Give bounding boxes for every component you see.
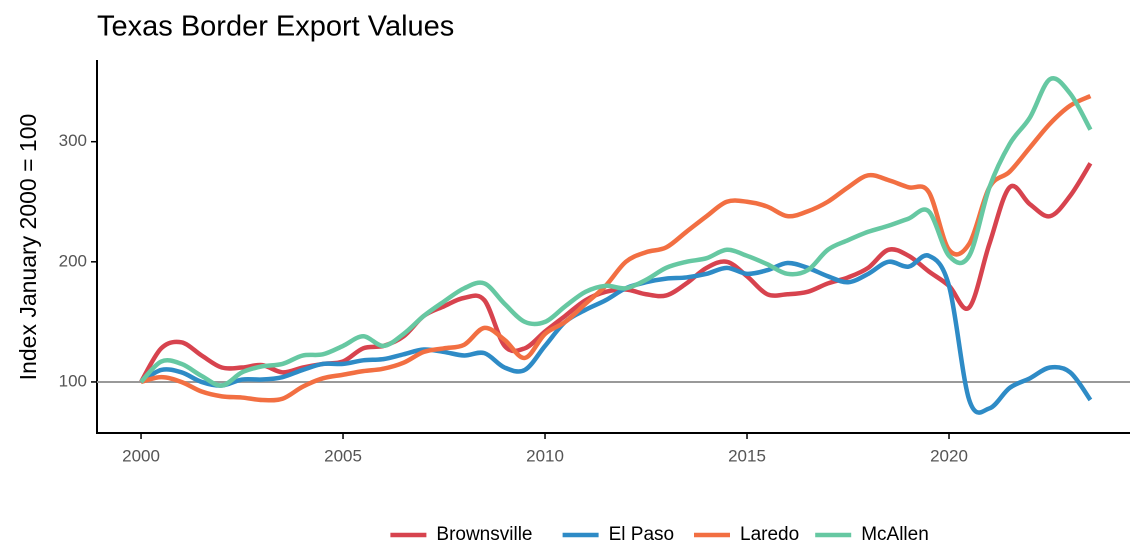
y-tick-label: 300 <box>59 131 87 150</box>
x-tick-label: 2020 <box>930 446 968 465</box>
series-line <box>140 93 1092 403</box>
series-line <box>139 253 1093 415</box>
x-tick-label: 2015 <box>728 446 766 465</box>
legend-label: El Paso <box>609 524 674 545</box>
x-tick-label: 2005 <box>324 446 362 465</box>
x-tick-label: 2000 <box>122 446 160 465</box>
x-tick-label: 2010 <box>526 446 564 465</box>
legend-label: Laredo <box>740 524 799 545</box>
y-axis-label: Index January 2000 = 100 <box>15 114 41 381</box>
legend-label: McAllen <box>861 524 929 545</box>
y-tick-label: 200 <box>59 251 87 270</box>
series-line <box>139 76 1093 388</box>
y-tick-label: 100 <box>59 371 87 390</box>
legend-label: Brownsville <box>436 524 532 545</box>
chart-title: Texas Border Export Values <box>97 11 454 43</box>
